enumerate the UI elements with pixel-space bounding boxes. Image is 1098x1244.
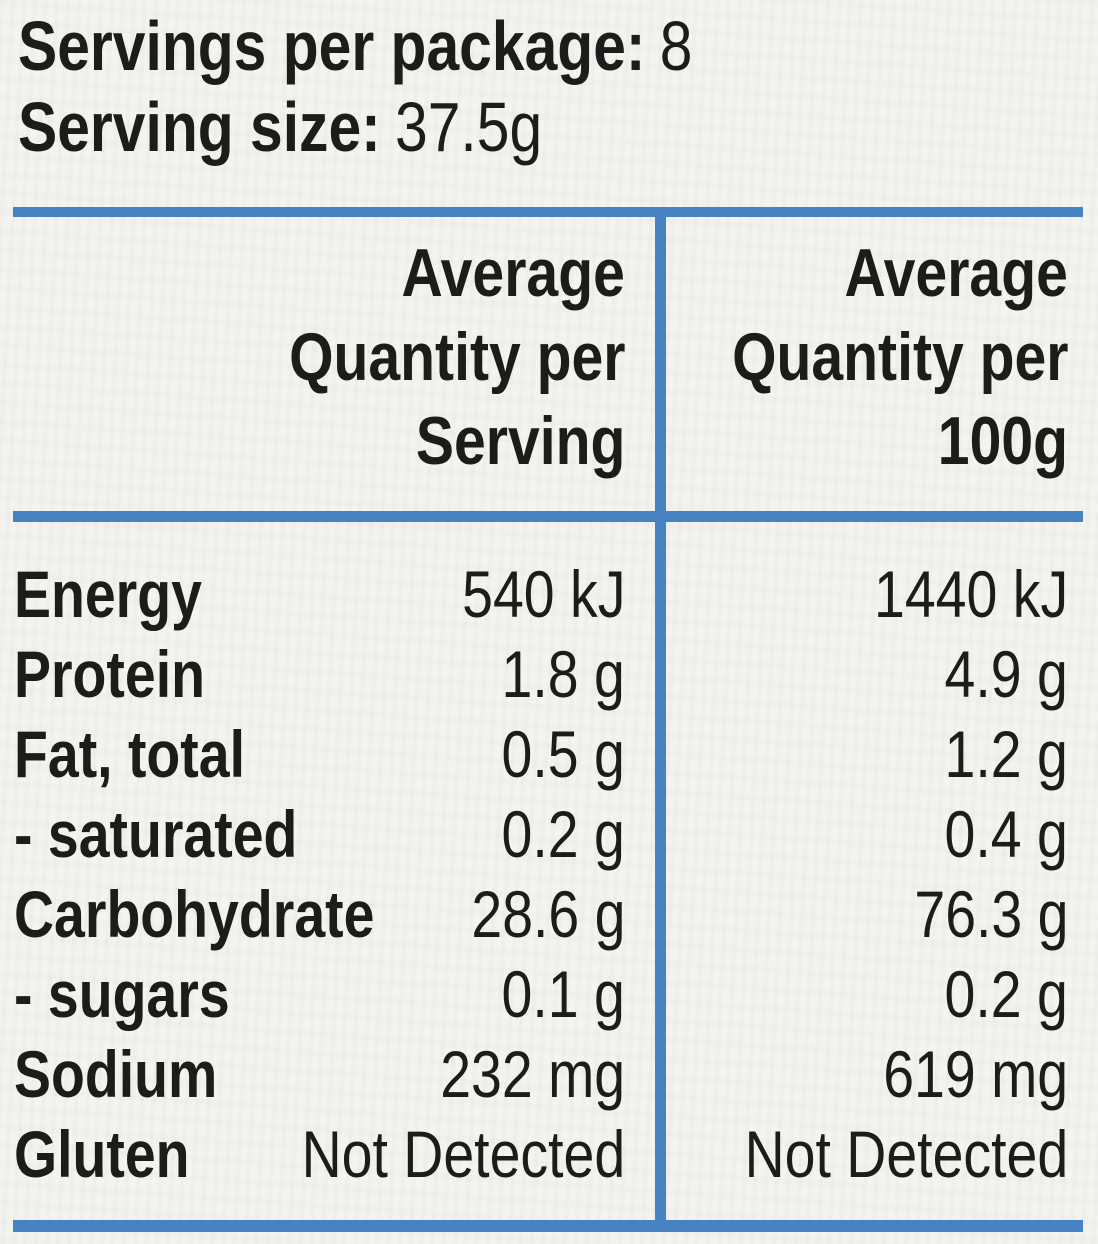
per-serving-value: 0.1 g	[501, 957, 625, 1031]
column-header-per-100g: Average Quantity per 100g	[666, 231, 1068, 483]
nutrient-row-protein: Protein 1.8 g 4.9 g	[0, 634, 1098, 714]
nutrient-name: Energy	[14, 557, 202, 631]
serving-size-value: 37.5g	[395, 88, 543, 166]
table-column-divider	[655, 207, 666, 1232]
header-line: Average	[844, 235, 1068, 311]
package-serving-info: Servings per package: 8 Serving size: 37.5…	[18, 6, 821, 168]
header-line: Average	[401, 235, 625, 311]
per-100g-value: 76.3 g	[913, 877, 1068, 951]
nutrient-name: Protein	[14, 637, 205, 711]
header-line: Serving	[415, 403, 625, 479]
nutrient-row-saturated-fat: - saturated 0.2 g 0.4 g	[0, 794, 1098, 874]
header-line: Quantity per	[731, 319, 1068, 395]
per-serving-value: 0.2 g	[501, 797, 625, 871]
per-serving-value: 1.8 g	[501, 637, 625, 711]
nutrient-name: Sodium	[14, 1037, 218, 1111]
per-serving-value: 540 kJ	[461, 557, 625, 631]
nutrient-row-sodium: Sodium 232 mg 619 mg	[0, 1034, 1098, 1114]
nutrient-name: Gluten	[14, 1117, 190, 1191]
nutrient-row-energy: Energy 540 kJ 1440 kJ	[0, 554, 1098, 634]
per-100g-value: 0.4 g	[944, 797, 1068, 871]
per-100g-value: 1440 kJ	[873, 557, 1068, 631]
per-100g-value: 619 mg	[883, 1037, 1068, 1111]
servings-per-package-label: Servings per package:	[18, 7, 646, 85]
per-serving-value: 232 mg	[440, 1037, 625, 1111]
per-100g-value: 4.9 g	[944, 637, 1068, 711]
servings-per-package-line: Servings per package: 8	[18, 6, 821, 87]
header-line: 100g	[937, 403, 1068, 479]
nutrient-table-body: Energy 540 kJ 1440 kJ Protein 1.8 g 4.9 …	[0, 554, 1098, 1194]
nutrient-name: Carbohydrate	[14, 877, 375, 951]
table-header-rule	[13, 511, 1083, 522]
column-header-per-serving: Average Quantity per Serving	[0, 231, 625, 483]
per-100g-value: 0.2 g	[944, 957, 1068, 1031]
header-line: Quantity per	[288, 319, 625, 395]
nutrient-row-gluten: Gluten Not Detected Not Detected	[0, 1114, 1098, 1194]
table-top-rule	[13, 207, 1083, 217]
nutrient-name: - sugars	[14, 957, 230, 1031]
serving-size-line: Serving size: 37.5g	[18, 87, 821, 168]
nutrient-name: Fat, total	[14, 717, 245, 791]
nutrient-row-fat-total: Fat, total 0.5 g 1.2 g	[0, 714, 1098, 794]
table-bottom-rule	[13, 1220, 1083, 1232]
servings-per-package-value: 8	[659, 7, 693, 85]
per-serving-value: 0.5 g	[501, 717, 625, 791]
nutrient-row-sugars: - sugars 0.1 g 0.2 g	[0, 954, 1098, 1034]
per-serving-value: Not Detected	[301, 1117, 625, 1191]
per-serving-value: 28.6 g	[470, 877, 625, 951]
nutrient-row-carbohydrate: Carbohydrate 28.6 g 76.3 g	[0, 874, 1098, 954]
serving-size-label: Serving size:	[18, 88, 381, 166]
per-100g-value: Not Detected	[744, 1117, 1068, 1191]
per-100g-value: 1.2 g	[944, 717, 1068, 791]
nutrient-name: - saturated	[14, 797, 298, 871]
